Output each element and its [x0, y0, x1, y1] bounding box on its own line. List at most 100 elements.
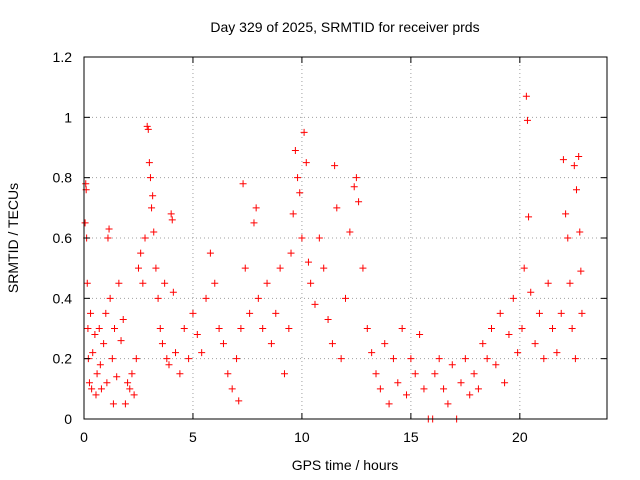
data-point [119, 315, 127, 323]
data-point [121, 400, 129, 408]
data-point [141, 234, 149, 242]
data-point [103, 379, 111, 387]
data-point [152, 264, 160, 272]
data-point [509, 294, 517, 302]
data-point [577, 267, 585, 275]
y-tick-label: 0.8 [53, 170, 73, 186]
data-point [109, 400, 117, 408]
x-tick-label: 5 [189, 429, 197, 445]
data-point [324, 315, 332, 323]
data-point [315, 234, 323, 242]
data-point [549, 325, 557, 332]
data-point [566, 279, 574, 287]
data-point [444, 400, 452, 408]
data-point [294, 174, 302, 182]
data-point [571, 355, 579, 363]
data-point [431, 370, 439, 378]
data-point [372, 370, 380, 378]
data-point [189, 309, 197, 317]
data-point [535, 309, 543, 317]
data-point [132, 355, 140, 363]
data-point [198, 349, 206, 357]
data-point [381, 340, 389, 348]
data-point [241, 264, 249, 272]
data-point [100, 340, 108, 348]
data-point [389, 355, 397, 363]
data-point [575, 153, 583, 161]
data-point [134, 264, 142, 272]
data-point [156, 325, 164, 332]
data-point [163, 355, 171, 363]
data-point [572, 186, 580, 194]
data-point [470, 370, 478, 378]
data-point [106, 294, 114, 302]
data-point [149, 192, 157, 200]
data-point [363, 325, 371, 332]
data-point [337, 355, 345, 363]
data-point [479, 340, 487, 348]
data-point [92, 391, 100, 399]
data-point [576, 228, 584, 236]
data-point [146, 174, 154, 182]
data-point [483, 355, 491, 363]
y-tick-label: 0.6 [53, 230, 73, 246]
data-point [289, 210, 297, 218]
data-point [172, 349, 180, 357]
data-point [154, 294, 162, 302]
data-point [474, 385, 482, 393]
data-point [88, 385, 96, 393]
data-point [557, 309, 565, 317]
data-point [385, 400, 393, 408]
data-point [202, 294, 210, 302]
data-point [272, 309, 280, 317]
data-point [117, 337, 125, 345]
data-point [320, 264, 328, 272]
data-point [505, 331, 513, 339]
y-axis-label: SRMTID / TECUs [5, 183, 21, 293]
data-point [126, 385, 134, 393]
data-point [176, 370, 184, 378]
data-point [97, 385, 105, 393]
data-point [578, 309, 586, 317]
data-point [518, 325, 526, 332]
data-point [252, 204, 260, 212]
chart-title: Day 329 of 2025, SRMTID for receiver prd… [210, 19, 479, 35]
data-point [435, 355, 443, 363]
data-point [263, 279, 271, 287]
data-point [87, 309, 95, 317]
data-point [368, 349, 376, 357]
data-point [331, 162, 339, 170]
data-point [246, 309, 254, 317]
data-point [219, 340, 227, 348]
data-point [239, 180, 247, 188]
data-point [359, 264, 367, 272]
data-point [89, 349, 97, 357]
data-point [531, 340, 539, 348]
data-point [83, 279, 91, 287]
data-point [285, 325, 293, 332]
data-point [215, 325, 223, 332]
data-point [93, 370, 101, 378]
data-point [300, 128, 308, 136]
data-point [124, 379, 132, 387]
data-point [346, 228, 354, 236]
grid-lines [84, 57, 607, 419]
data-point [235, 397, 243, 405]
data-point [307, 279, 315, 287]
data-point [108, 355, 116, 363]
data-point [461, 355, 469, 363]
data-point [520, 264, 528, 272]
data-point [115, 279, 123, 287]
x-tick-label: 10 [294, 429, 310, 445]
data-point [394, 379, 402, 387]
data-point [145, 159, 153, 167]
data-point [161, 279, 169, 287]
data-point [250, 219, 258, 227]
data-point [570, 162, 578, 170]
data-point [168, 216, 176, 224]
data-point [180, 325, 188, 332]
data-point [280, 370, 288, 378]
data-point [167, 210, 175, 218]
data-point [311, 300, 319, 308]
data-point [376, 385, 384, 393]
